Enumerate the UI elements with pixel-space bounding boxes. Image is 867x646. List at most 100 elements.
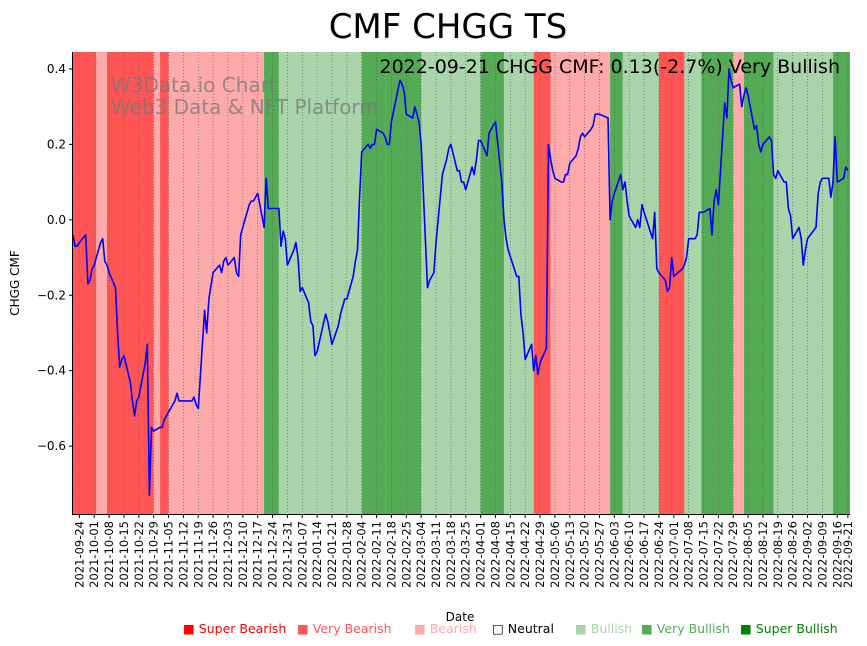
x-tick-label-11: 2021-12-10	[236, 521, 250, 588]
x-tick-label-40: 2022-07-01	[667, 521, 681, 588]
regime-band-19	[622, 52, 659, 514]
regime-band-7	[264, 52, 279, 514]
legend-item-3: □ Neutral	[492, 621, 554, 636]
x-tick-label-2: 2021-10-08	[102, 521, 116, 588]
x-tick-label-52: 2022-09-21	[841, 521, 855, 588]
x-tick-label-9: 2021-11-26	[206, 521, 220, 588]
regime-band-2	[106, 52, 154, 514]
x-tick-label-50: 2022-09-09	[815, 521, 829, 588]
x-grid	[79, 52, 849, 514]
x-tick-label-10: 2021-12-03	[221, 521, 235, 588]
x-tick-label-35: 2022-05-27	[593, 521, 607, 588]
x-tick-label-20: 2022-02-11	[370, 521, 384, 588]
x-tick-label-24: 2022-03-11	[429, 521, 443, 588]
regime-bands	[73, 52, 850, 514]
regime-band-20	[658, 52, 685, 514]
regime-band-6	[198, 52, 265, 514]
x-tick-label-51: 2022-09-16	[830, 521, 844, 588]
regime-band-15	[533, 52, 551, 514]
x-tick-label-17: 2022-01-21	[325, 521, 339, 588]
watermark-line-2: Web3 Data & NFT Platform	[111, 95, 379, 119]
x-axis-label: Date	[446, 610, 475, 624]
legend-item-2: ■ Bearish	[414, 621, 477, 636]
x-tick-label-39: 2022-06-24	[652, 521, 666, 588]
regime-band-18	[610, 52, 623, 514]
y-tick-label-5: −0.6	[37, 439, 66, 453]
x-tick-label-1: 2021-10-01	[87, 521, 101, 588]
x-tick-label-26: 2022-03-25	[459, 521, 473, 588]
legend-item-5: ■ Very Bullish	[641, 621, 730, 636]
legend: ■ Super Bearish ■ Very Bearish ■ Bearish □ …	[183, 621, 838, 636]
legend-item-1: ■ Very Bearish	[297, 621, 392, 636]
x-tick-label-15: 2022-01-07	[295, 521, 309, 588]
x-tick-label-28: 2022-04-08	[489, 521, 503, 588]
regime-band-17	[563, 52, 611, 514]
regime-band-21	[684, 52, 702, 514]
regime-band-4	[160, 52, 169, 514]
x-tick-label-45: 2022-08-05	[741, 521, 755, 588]
x-tick-label-25: 2022-03-18	[444, 521, 458, 588]
x-tick-label-46: 2022-08-12	[756, 521, 770, 588]
x-tick-label-23: 2022-03-04	[414, 521, 428, 588]
x-tick-label-34: 2022-05-20	[578, 521, 592, 588]
x-tick-label-41: 2022-07-08	[682, 521, 696, 588]
x-tick-label-19: 2022-02-04	[355, 521, 369, 588]
x-tick-label-3: 2021-10-15	[117, 521, 131, 588]
x-tick-label-49: 2022-09-02	[801, 521, 815, 588]
regime-band-8	[278, 52, 318, 514]
x-tick-label-18: 2022-01-28	[340, 521, 354, 588]
regime-band-16	[550, 52, 564, 514]
x-tick-label-48: 2022-08-26	[786, 521, 800, 588]
x-tick-label-44: 2022-07-29	[726, 521, 740, 588]
regime-band-0	[73, 52, 97, 514]
x-tick-label-13: 2021-12-24	[266, 521, 280, 588]
regime-band-1	[96, 52, 107, 514]
x-tick-label-43: 2022-07-22	[711, 521, 725, 588]
x-tick-label-47: 2022-08-19	[771, 521, 785, 588]
x-tick-label-0: 2021-09-24	[72, 521, 86, 588]
regime-band-10	[361, 52, 386, 514]
regime-band-3	[153, 52, 161, 514]
regime-band-11	[385, 52, 422, 514]
x-tick-label-12: 2021-12-17	[251, 521, 265, 588]
watermark: W3Data.io Chart Web3 Data & NFT Platform	[111, 73, 379, 119]
regime-band-26	[833, 52, 850, 514]
y-axis-label: CHGG CMF	[8, 250, 22, 316]
regime-band-24	[743, 52, 774, 514]
y-ticks: 0.4 0.2 0.0 −0.2 −0.4 −0.6	[37, 62, 73, 453]
legend-item-0: ■ Super Bearish	[183, 621, 286, 636]
y-tick-label-0: 0.4	[47, 62, 66, 76]
x-tick-label-31: 2022-04-29	[533, 521, 547, 588]
y-tick-label-3: −0.2	[37, 288, 66, 302]
x-tick-label-36: 2022-06-03	[607, 521, 621, 588]
y-tick-label-4: −0.4	[37, 364, 66, 378]
regime-band-23	[733, 52, 744, 514]
x-tick-label-8: 2021-11-19	[191, 521, 205, 588]
x-tick-label-30: 2022-04-22	[518, 521, 532, 588]
x-tick-label-22: 2022-02-25	[399, 521, 413, 588]
cmf-line	[72, 68, 849, 496]
x-tick-label-38: 2022-06-17	[637, 521, 651, 588]
regime-band-22	[701, 52, 734, 514]
watermark-line-1: W3Data.io Chart	[111, 73, 277, 97]
x-tick-label-6: 2021-11-05	[162, 521, 176, 588]
x-tick-label-37: 2022-06-10	[622, 521, 636, 588]
x-tick-label-7: 2021-11-12	[176, 521, 190, 588]
regime-band-13	[480, 52, 504, 514]
legend-item-6: ■ Super Bullish	[740, 621, 838, 636]
x-tick-label-14: 2021-12-31	[280, 521, 294, 588]
x-tick-label-29: 2022-04-15	[503, 521, 517, 588]
x-tick-label-16: 2022-01-14	[310, 521, 324, 588]
x-tick-label-5: 2021-10-29	[147, 521, 161, 588]
x-tick-label-27: 2022-04-01	[474, 521, 488, 588]
legend-item-4: ■ Bullish	[575, 621, 632, 636]
x-tick-label-21: 2022-02-18	[384, 521, 398, 588]
x-tick-label-32: 2022-05-06	[548, 521, 562, 588]
chart-subtitle: 2022-09-21 CHGG CMF: 0.13(-2.7%) Very Bu…	[379, 56, 840, 78]
x-tick-label-42: 2022-07-15	[697, 521, 711, 588]
y-tick-label-1: 0.2	[47, 137, 66, 151]
regime-band-25	[773, 52, 834, 514]
chart-title: CMF CHGG TS	[329, 7, 568, 47]
regime-band-9	[317, 52, 362, 514]
